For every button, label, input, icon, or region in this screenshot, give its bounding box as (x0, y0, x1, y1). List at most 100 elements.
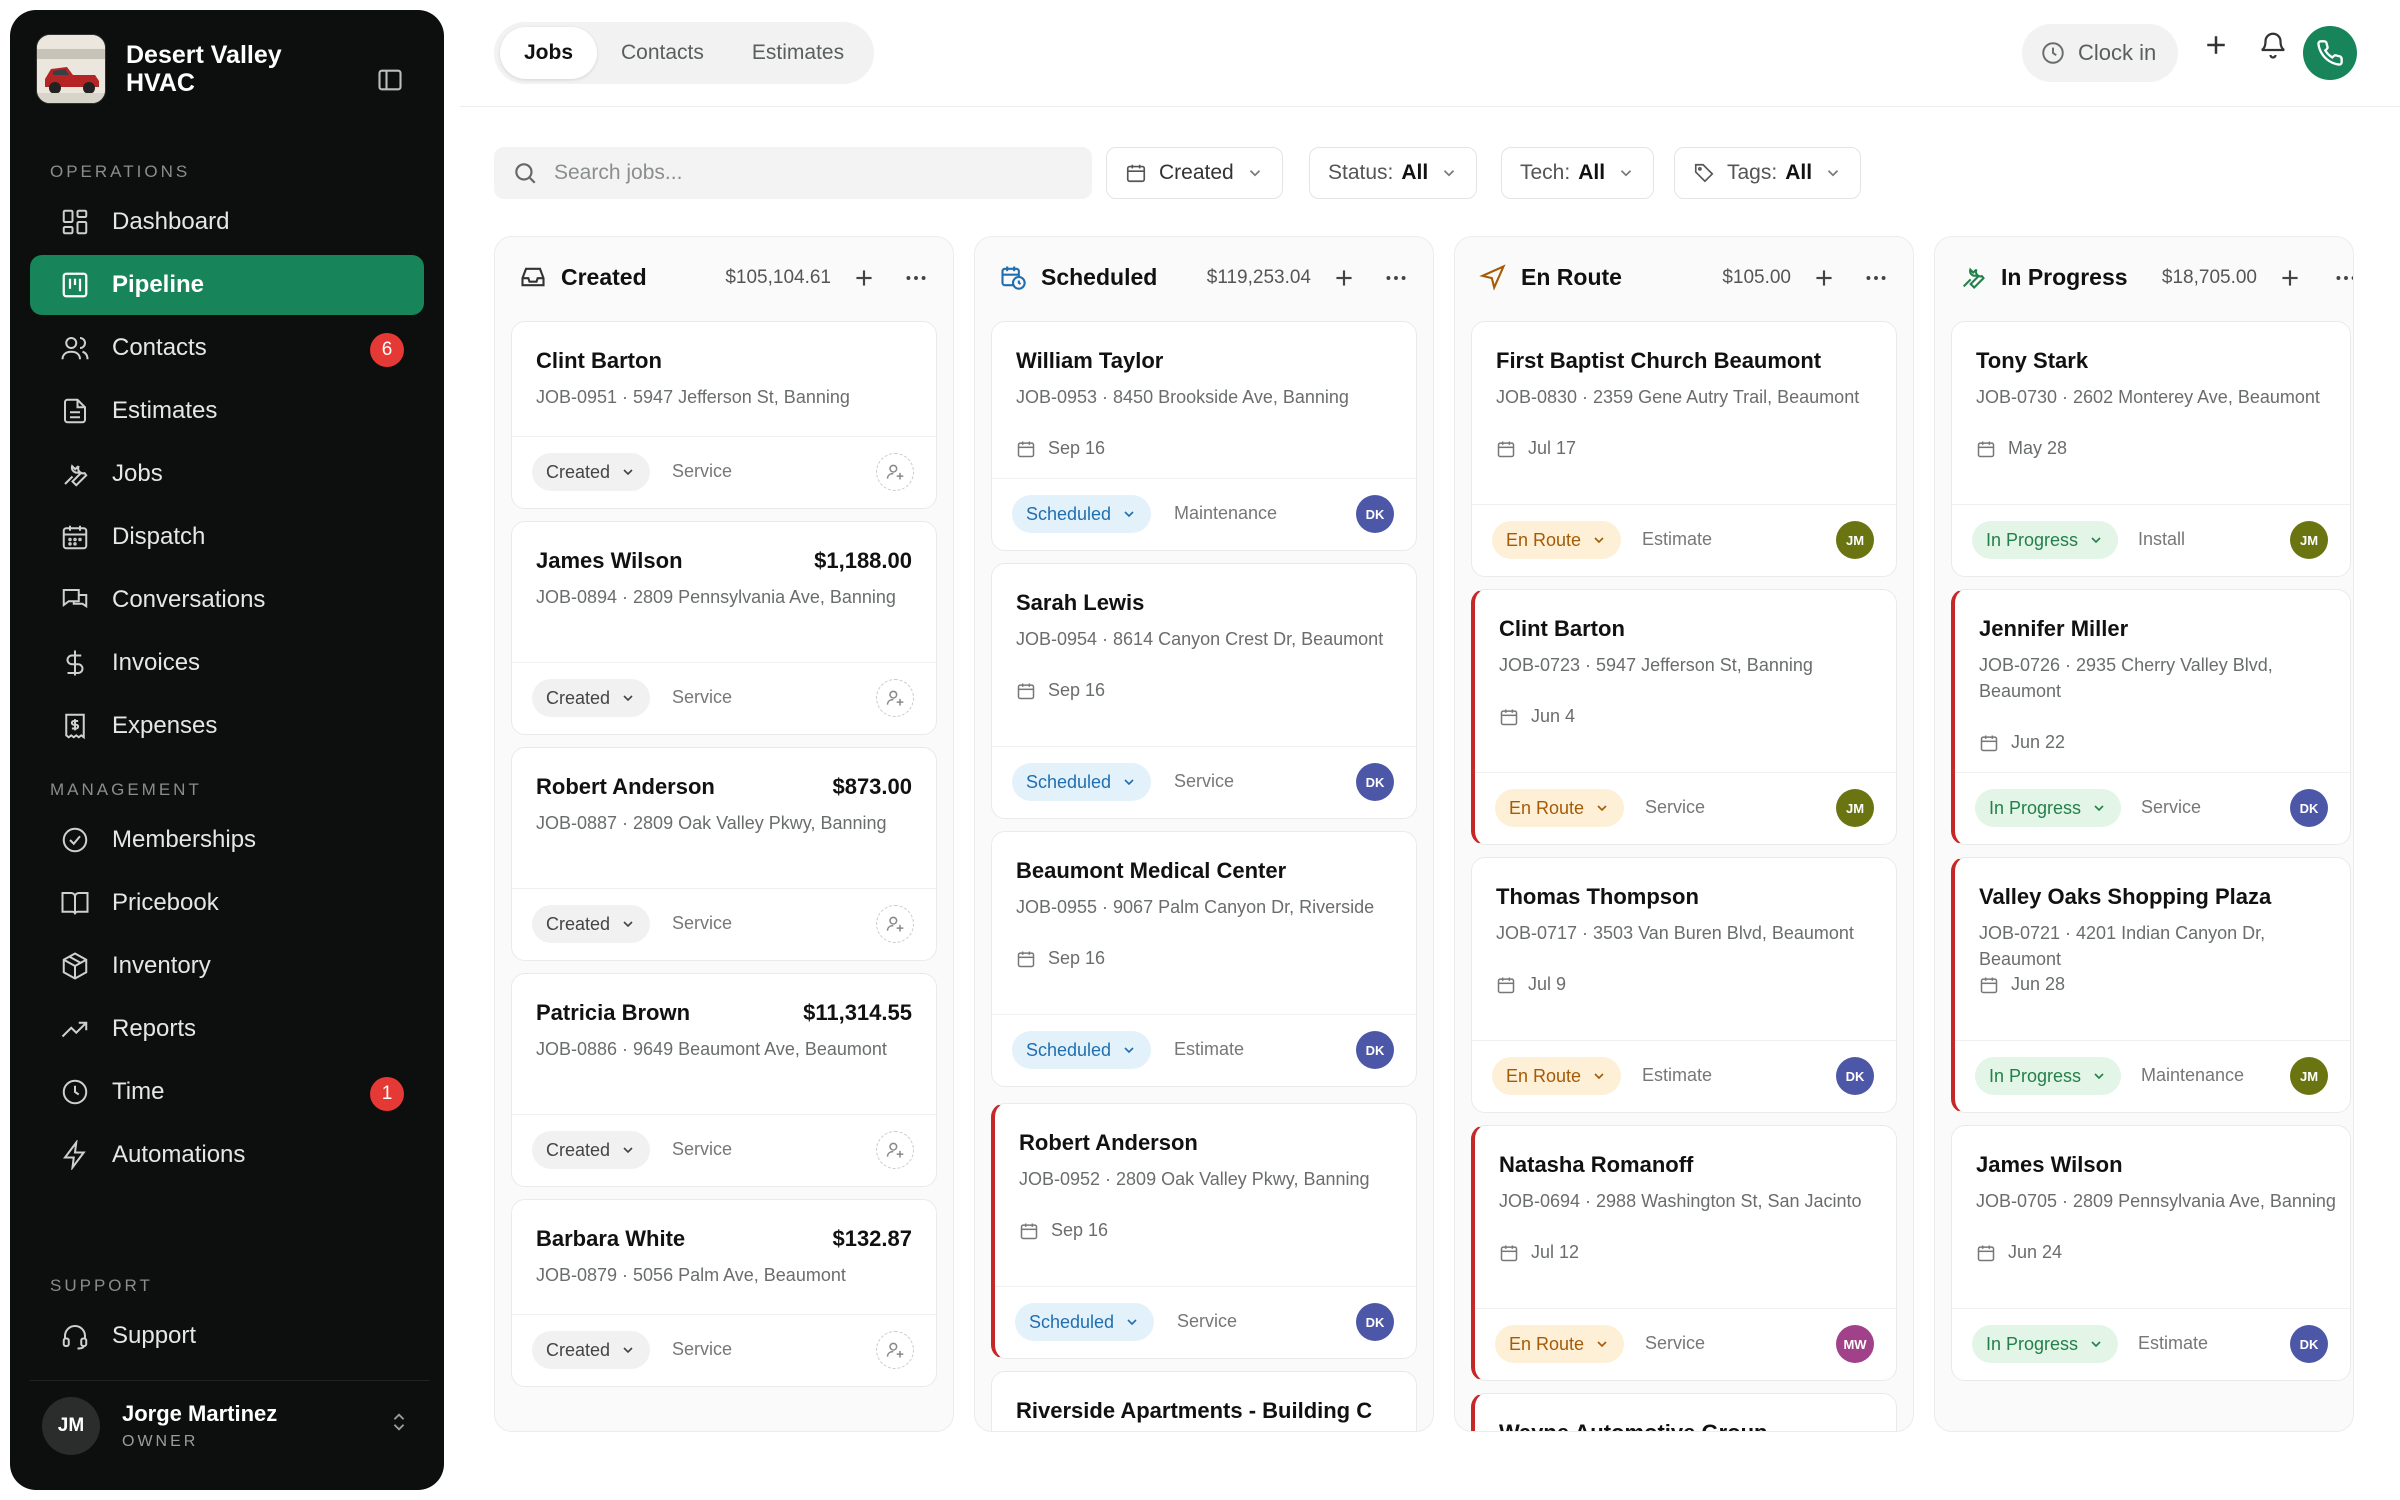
phone-button[interactable] (2303, 26, 2357, 80)
status-pill[interactable]: In Progress (1975, 789, 2122, 827)
status-filter[interactable]: Status: All (1309, 147, 1478, 199)
sort-dropdown[interactable]: Created (1106, 147, 1283, 199)
add-icon[interactable] (2277, 265, 2303, 291)
sidebar-item-conversations[interactable]: Conversations (30, 570, 424, 630)
tech-avatar[interactable]: DK (1356, 495, 1394, 533)
status-pill[interactable]: Scheduled (1012, 1031, 1152, 1069)
assign-tech-icon[interactable] (876, 679, 914, 717)
more-icon[interactable] (1383, 265, 1409, 291)
tech-filter[interactable]: Tech: All (1501, 147, 1655, 199)
tech-avatar[interactable]: JM (2290, 521, 2328, 559)
user-menu[interactable]: JM Jorge Martinez OWNER (30, 1380, 430, 1470)
tab-estimates[interactable]: Estimates (751, 41, 845, 64)
job-card[interactable]: Riverside Apartments - Building C (991, 1371, 1417, 1431)
sidebar-item-jobs[interactable]: Jobs (30, 444, 424, 504)
tech-filter-label: Tech: (1520, 161, 1571, 184)
sidebar-item-dashboard[interactable]: Dashboard (30, 192, 424, 252)
more-icon[interactable] (2333, 265, 2354, 291)
tech-avatar[interactable]: DK (1356, 1303, 1394, 1341)
job-card[interactable]: Beaumont Medical Center JOB-0955 · 9067 P… (991, 831, 1417, 1087)
job-card[interactable]: James Wilson JOB-0705 · 2809 Pennsylvania… (1951, 1125, 2351, 1381)
status-pill[interactable]: En Route (1495, 1325, 1625, 1363)
tech-avatar[interactable]: JM (1836, 789, 1874, 827)
tech-avatar[interactable]: DK (1836, 1057, 1874, 1095)
status-pill[interactable]: Scheduled (1015, 1303, 1155, 1341)
sidebar-item-memberships[interactable]: Memberships (30, 810, 424, 870)
add-icon[interactable] (1331, 265, 1357, 291)
job-card[interactable]: Patricia Brown $11,314.55 JOB-0886 · 9649 … (511, 973, 937, 1187)
sidebar-item-pipeline[interactable]: Pipeline (30, 255, 424, 315)
search-input[interactable] (554, 161, 1034, 185)
sidebar-item-reports[interactable]: Reports (30, 999, 424, 1059)
status-pill[interactable]: Scheduled (1012, 495, 1152, 533)
status-pill[interactable]: En Route (1495, 789, 1625, 827)
chat-icon (62, 589, 88, 609)
calendar-clock-icon (1001, 266, 1026, 290)
tab-contacts[interactable]: Contacts (621, 41, 704, 64)
status-pill[interactable]: In Progress (1975, 1057, 2122, 1095)
job-card[interactable]: James Wilson $1,188.00 JOB-0894 · 2809 Pen… (511, 521, 937, 735)
sidebar-item-support[interactable]: Support (30, 1306, 424, 1366)
search-box[interactable] (494, 147, 1092, 199)
assign-tech-icon[interactable] (876, 1331, 914, 1369)
status-pill[interactable]: In Progress (1972, 1325, 2119, 1363)
job-card[interactable]: Natasha Romanoff JOB-0694 · 2988 Washingt… (1471, 1125, 1897, 1381)
sidebar-item-time[interactable]: Time 1 (30, 1062, 424, 1122)
tech-avatar[interactable]: DK (2290, 1325, 2328, 1363)
job-card[interactable]: Wayne Automotive Group (1471, 1393, 1897, 1431)
job-card[interactable]: First Baptist Church Beaumont JOB-0830 · … (1471, 321, 1897, 577)
tech-avatar[interactable]: JM (2290, 1057, 2328, 1095)
assign-tech-icon[interactable] (876, 905, 914, 943)
job-card[interactable]: Robert Anderson JOB-0952 · 2809 Oak Valle… (991, 1103, 1417, 1359)
sidebar-item-contacts[interactable]: Contacts 6 (30, 318, 424, 378)
status-pill[interactable]: Created (532, 1331, 651, 1369)
assign-tech-icon[interactable] (876, 453, 914, 491)
tech-avatar[interactable]: DK (1356, 763, 1394, 801)
tech-avatar[interactable]: DK (2290, 789, 2328, 827)
sidebar-item-invoices[interactable]: Invoices (30, 633, 424, 693)
sidebar-item-dispatch[interactable]: Dispatch (30, 507, 424, 567)
status-pill[interactable]: Created (532, 1131, 651, 1169)
job-card[interactable]: Clint Barton JOB-0951 · 5947 Jefferson St… (511, 321, 937, 509)
job-card[interactable]: William Taylor JOB-0953 · 8450 Brookside … (991, 321, 1417, 551)
sidebar-item-pricebook[interactable]: Pricebook (30, 873, 424, 933)
tech-avatar[interactable]: MW (1836, 1325, 1874, 1363)
sidebar-item-expenses[interactable]: Expenses (30, 696, 424, 756)
status-pill[interactable]: En Route (1492, 521, 1622, 559)
status-pill[interactable]: In Progress (1972, 521, 2119, 559)
job-card[interactable]: Thomas Thompson JOB-0717 · 3503 Van Buren… (1471, 857, 1897, 1113)
job-card[interactable]: Barbara White $132.87 JOB-0879 · 5056 Palm… (511, 1199, 937, 1387)
assign-tech-icon[interactable] (876, 1131, 914, 1169)
tech-avatar[interactable]: DK (1356, 1031, 1394, 1069)
job-card[interactable]: Sarah Lewis JOB-0954 · 8614 Canyon Crest … (991, 563, 1417, 819)
sidebar-collapse-icon[interactable] (376, 66, 404, 94)
job-card[interactable]: Clint Barton JOB-0723 · 5947 Jefferson St… (1471, 589, 1897, 845)
job-card[interactable]: Robert Anderson $873.00 JOB-0887 · 2809 Oa… (511, 747, 937, 961)
add-icon[interactable] (2201, 30, 2231, 60)
status-pill[interactable]: Created (532, 679, 651, 717)
status-pill[interactable]: Scheduled (1012, 763, 1152, 801)
job-date: Jun 28 (1979, 974, 2065, 995)
clock-in-button[interactable]: Clock in (2022, 24, 2178, 82)
chevron-down-icon (2091, 537, 2101, 544)
job-card[interactable]: Valley Oaks Shopping Plaza JOB-0721 · 420… (1951, 857, 2351, 1113)
add-icon[interactable] (1811, 265, 1837, 291)
job-card[interactable]: Tony Stark JOB-0730 · 2602 Monterey Ave, … (1951, 321, 2351, 577)
tab-jobs[interactable]: Jobs (500, 27, 598, 79)
more-icon[interactable] (903, 265, 929, 291)
status-pill-label: En Route (1509, 1333, 1585, 1354)
sidebar-item-estimates[interactable]: Estimates (30, 381, 424, 441)
bell-icon[interactable] (2258, 30, 2288, 60)
sidebar-item-automations[interactable]: Automations (30, 1125, 424, 1185)
brand[interactable]: Desert Valley HVAC (36, 34, 282, 104)
tech-avatar[interactable]: JM (1836, 521, 1874, 559)
status-pill[interactable]: En Route (1492, 1057, 1622, 1095)
nav-section-operations: OPERATIONS (50, 162, 191, 181)
job-card[interactable]: Jennifer Miller JOB-0726 · 2935 Cherry Va… (1951, 589, 2351, 845)
status-pill[interactable]: Created (532, 905, 651, 943)
add-icon[interactable] (851, 265, 877, 291)
tags-filter[interactable]: Tags: All (1674, 147, 1862, 199)
sidebar-item-inventory[interactable]: Inventory (30, 936, 424, 996)
status-pill[interactable]: Created (532, 453, 651, 491)
more-icon[interactable] (1863, 265, 1889, 291)
